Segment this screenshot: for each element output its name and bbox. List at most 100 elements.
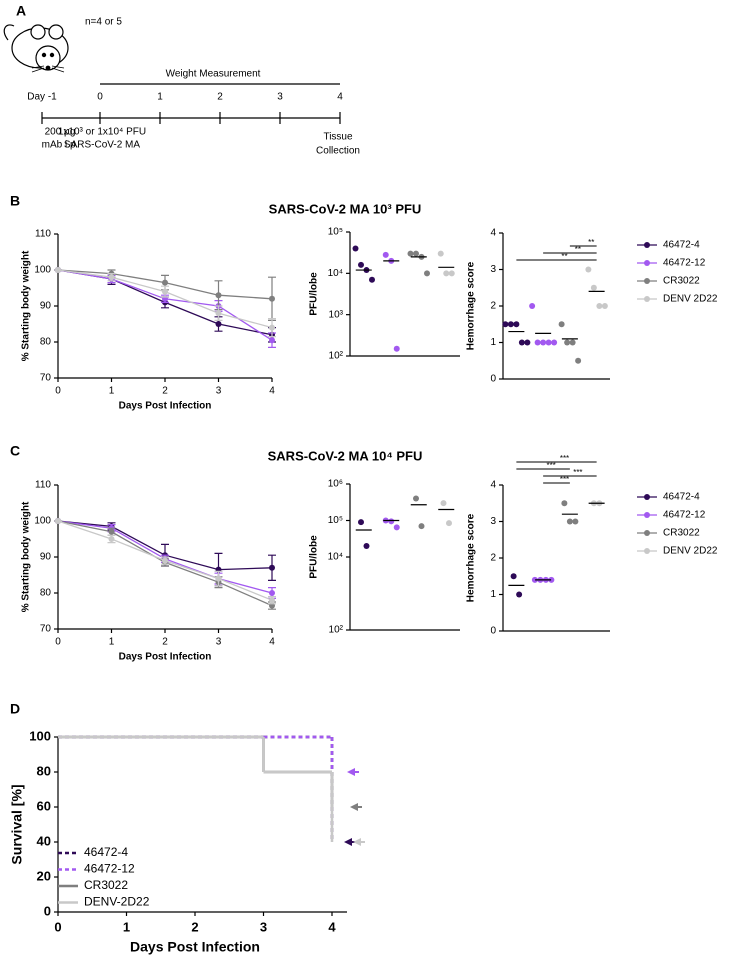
data-point — [215, 575, 222, 582]
data-point — [551, 339, 558, 346]
step-text: Collection — [316, 146, 360, 157]
step-text: mAb i.p. — [42, 140, 79, 151]
y-axis-label: PFU/lobe — [309, 272, 320, 316]
data-point — [545, 339, 552, 346]
data-point — [215, 321, 222, 327]
data-point — [590, 284, 597, 291]
chart: 0 1 2 3 4 Hemorrhage score ** ** ** 46472-4 46472-… — [466, 228, 718, 385]
y-tick-label: 100 — [34, 265, 51, 276]
significance-label: ** — [561, 252, 567, 261]
y-axis-label: Hemorrhage score — [466, 513, 477, 602]
y-tick-label: 0 — [490, 374, 496, 385]
data-point — [548, 576, 555, 583]
group-size: n=4 or 5 — [85, 17, 122, 28]
data-point — [601, 303, 608, 309]
panel-label: A — [16, 3, 26, 19]
x-tick-label: 0 — [54, 919, 61, 934]
y-tick-label: 70 — [40, 624, 52, 635]
y-tick-label: 10⁶ — [328, 479, 343, 490]
x-tick-label: 0 — [55, 386, 61, 397]
legend-marker — [644, 296, 650, 302]
data-point — [162, 279, 168, 286]
x-tick-label: 4 — [269, 637, 275, 648]
data-point — [502, 321, 509, 328]
legend-marker — [644, 512, 650, 518]
x-tick-label: 2 — [162, 386, 168, 397]
x-tick-label: 2 — [191, 919, 198, 934]
data-point — [215, 292, 222, 299]
step-text: SARS-CoV-2 MA — [64, 140, 140, 151]
timeline-label: 2 — [217, 92, 223, 103]
data-point — [540, 339, 547, 346]
data-point — [596, 303, 603, 309]
significance-label: *** — [573, 468, 582, 477]
y-tick-label: 0 — [490, 626, 496, 637]
y-tick-label: 40 — [37, 833, 51, 848]
data-point — [524, 339, 531, 346]
timeline-label: Day -1 — [27, 92, 57, 103]
data-point — [358, 261, 364, 268]
x-tick-label: 4 — [328, 919, 336, 934]
data-point — [393, 524, 400, 531]
x-tick-label: 4 — [269, 386, 275, 397]
data-point — [531, 576, 538, 583]
legend-label: DENV 2D22 — [663, 294, 718, 305]
legend-label: DENV-2D22 — [84, 895, 150, 909]
data-point — [448, 270, 455, 277]
data-point — [507, 321, 514, 328]
y-tick-label: 1 — [490, 589, 496, 600]
y-tick-label: 80 — [40, 337, 52, 348]
data-point — [382, 251, 389, 258]
data-point — [352, 245, 359, 252]
y-tick-label: 10⁴ — [328, 268, 343, 279]
timeline-label: 1 — [157, 92, 163, 103]
y-axis-label: % Starting body weight — [21, 250, 32, 361]
data-point — [572, 518, 579, 525]
data-point — [162, 557, 168, 564]
significance-label: ** — [588, 238, 594, 247]
data-point — [55, 267, 61, 273]
data-point — [561, 500, 568, 507]
data-point — [108, 536, 115, 542]
mouse-icon — [3, 24, 69, 73]
y-tick-label: 3 — [490, 516, 496, 527]
data-point — [363, 543, 370, 550]
significance-label: *** — [560, 475, 569, 484]
y-tick-label: 2 — [490, 301, 496, 312]
timeline-label: 4 — [337, 92, 343, 103]
data-point — [358, 519, 364, 526]
legend-label: 46472-12 — [663, 510, 706, 521]
data-point — [564, 339, 571, 346]
data-point — [393, 345, 400, 352]
legend-label: 46472-12 — [663, 258, 706, 269]
y-tick-label: 2 — [490, 553, 496, 564]
data-point — [108, 274, 115, 281]
y-tick-label: 10² — [329, 351, 344, 362]
step-text: Tissue — [323, 132, 353, 143]
data-point — [516, 591, 523, 598]
data-point — [534, 339, 541, 346]
data-point — [407, 250, 414, 257]
data-point — [215, 310, 222, 317]
data-point — [518, 339, 525, 346]
panel-label: C — [10, 443, 20, 459]
legend-marker — [644, 494, 650, 500]
x-tick-label: 3 — [216, 637, 222, 648]
y-tick-label: 100 — [29, 728, 51, 743]
data-point — [513, 321, 520, 328]
data-point — [162, 288, 168, 295]
x-axis-label: Days Post Infection — [119, 652, 212, 663]
y-tick-label: 10⁵ — [328, 515, 343, 526]
y-tick-label: 20 — [37, 868, 51, 883]
panel-title: SARS-CoV-2 MA 10⁴ PFU — [268, 448, 423, 463]
data-point — [269, 295, 275, 302]
data-point — [269, 564, 275, 571]
data-point — [388, 518, 395, 525]
legend-marker — [644, 548, 650, 554]
significance-label: *** — [546, 461, 555, 470]
legend-marker — [644, 530, 650, 536]
x-tick-label: 2 — [162, 637, 168, 648]
y-tick-label: 4 — [490, 480, 496, 491]
data-point — [575, 357, 582, 364]
